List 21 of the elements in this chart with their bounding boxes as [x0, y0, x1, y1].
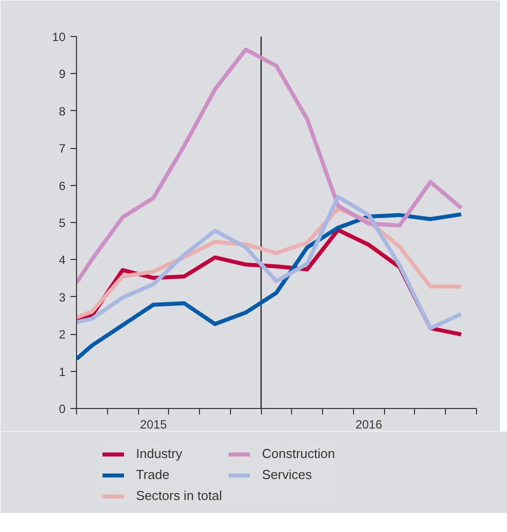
y-tick-label: 2	[58, 328, 66, 342]
y-tick-label: 7	[58, 142, 66, 156]
y-tick-label: 6	[58, 178, 66, 193]
y-tick-label: 3	[58, 290, 66, 304]
line-series	[76, 212, 464, 362]
y-tick-label: 4	[58, 253, 66, 268]
y-tick-label: 5	[58, 216, 66, 230]
x-tick-label: 2015	[140, 418, 168, 432]
legend-label: Sectors in total	[136, 488, 222, 503]
y-tick-label: 1	[58, 364, 66, 379]
y-tick-label: 9	[58, 67, 66, 82]
legend-label: Services	[262, 467, 312, 482]
y-tick-label: 10	[52, 30, 66, 44]
x-tick-label: 2016	[355, 418, 382, 432]
legend-label: Industry	[136, 446, 182, 461]
line-series	[76, 48, 464, 285]
line-series	[76, 194, 464, 330]
legend-label: Trade	[136, 467, 170, 482]
y-tick-label: 0	[58, 402, 66, 416]
legend-label: Construction	[262, 446, 335, 461]
y-tick-label: 8	[58, 104, 66, 118]
